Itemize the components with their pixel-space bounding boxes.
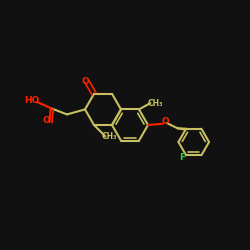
Text: O: O [82, 77, 90, 86]
Text: O: O [162, 117, 169, 126]
Text: O: O [42, 116, 50, 126]
Text: CH₃: CH₃ [148, 99, 163, 108]
Text: CH₃: CH₃ [102, 132, 118, 141]
Text: HO: HO [24, 96, 39, 105]
Text: F: F [179, 153, 186, 162]
